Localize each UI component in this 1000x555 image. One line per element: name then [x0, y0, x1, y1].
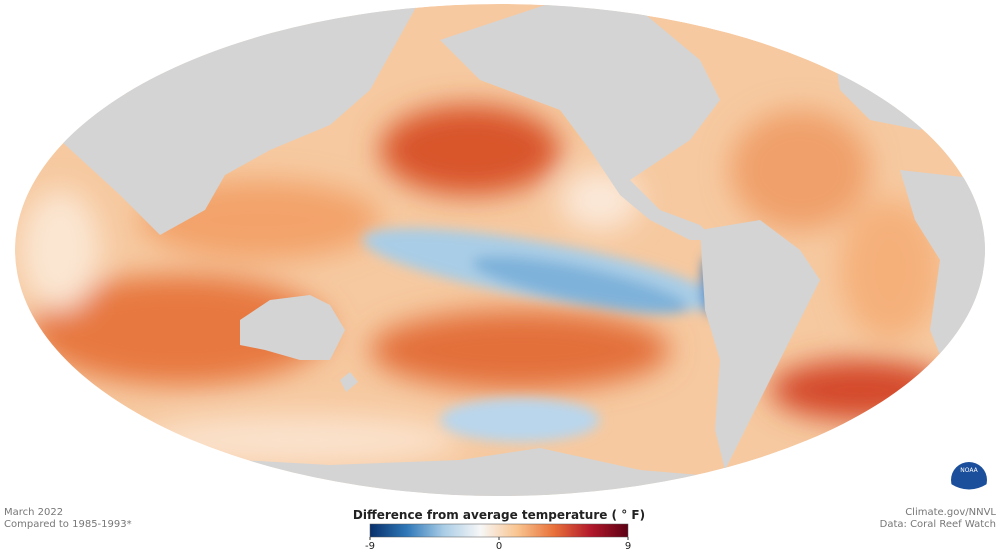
source: Data: Coral Reef Watch	[880, 519, 996, 530]
legend-title: Difference from average temperature ( ° …	[353, 508, 645, 522]
baseline: Compared to 1985-1993*	[4, 519, 132, 530]
tick-label: -9	[365, 541, 375, 552]
noaa-logo: NOAA	[951, 462, 987, 502]
tick-label: 0	[496, 541, 502, 552]
logo-text: NOAA	[960, 467, 978, 474]
color-bar	[369, 523, 629, 538]
tick-label: 9	[625, 541, 631, 552]
anomaly-field	[20, 105, 950, 465]
date: March 2022	[4, 507, 63, 518]
credit: Climate.gov/NNVL	[905, 507, 996, 518]
